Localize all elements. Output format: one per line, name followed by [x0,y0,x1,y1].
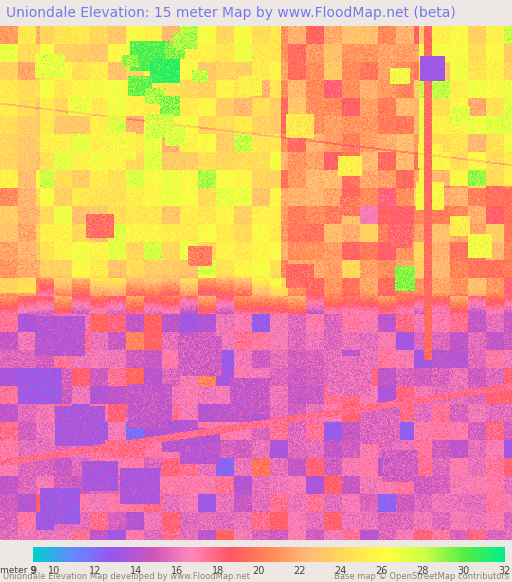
Text: 26: 26 [375,566,388,576]
Text: 14: 14 [130,566,142,576]
Text: meter 9: meter 9 [0,566,36,575]
Text: 32: 32 [498,566,510,576]
Text: 20: 20 [252,566,265,576]
Text: 10: 10 [48,566,60,576]
Text: 9: 9 [30,566,36,576]
Text: 28: 28 [416,566,429,576]
Text: 30: 30 [457,566,470,576]
Text: 12: 12 [89,566,101,576]
Text: 24: 24 [334,566,347,576]
Text: 22: 22 [293,566,306,576]
Text: Base map © OpenStreetMap contributors: Base map © OpenStreetMap contributors [334,572,509,581]
Text: 18: 18 [211,566,224,576]
Text: 16: 16 [170,566,183,576]
Text: Uniondale Elevation: 15 meter Map by www.FloodMap.net (beta): Uniondale Elevation: 15 meter Map by www… [6,6,456,20]
Text: Uniondale Elevation Map developed by www.FloodMap.net: Uniondale Elevation Map developed by www… [3,572,249,581]
